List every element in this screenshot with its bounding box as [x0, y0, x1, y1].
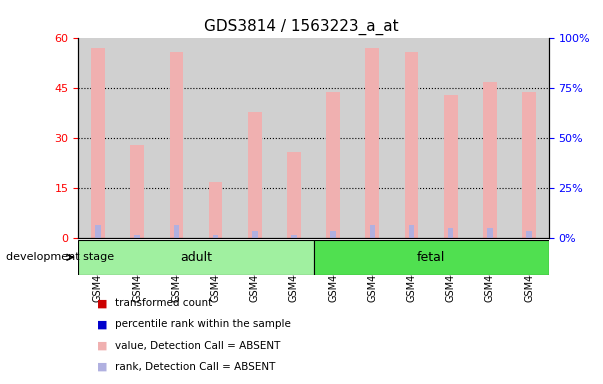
Bar: [157, 38, 196, 238]
Bar: [409, 225, 414, 238]
Bar: [331, 232, 335, 238]
Bar: [326, 92, 340, 238]
Bar: [292, 235, 296, 238]
Bar: [405, 52, 418, 238]
Text: development stage: development stage: [6, 252, 114, 262]
Bar: [527, 232, 531, 238]
Bar: [353, 38, 392, 238]
Text: ■: ■: [97, 362, 108, 372]
Bar: [135, 235, 139, 238]
Bar: [78, 38, 118, 238]
Bar: [134, 235, 140, 238]
Bar: [287, 152, 301, 238]
Bar: [174, 225, 179, 238]
Bar: [253, 232, 257, 238]
Bar: [213, 235, 218, 238]
Bar: [444, 95, 458, 238]
Text: adult: adult: [180, 251, 212, 264]
Text: transformed count: transformed count: [115, 298, 212, 308]
Bar: [510, 38, 549, 238]
Bar: [169, 52, 183, 238]
Bar: [209, 182, 223, 238]
Bar: [365, 48, 379, 238]
Bar: [444, 95, 458, 238]
Bar: [449, 228, 453, 238]
Bar: [448, 228, 453, 238]
Text: ■: ■: [97, 341, 108, 351]
Bar: [118, 38, 157, 238]
Bar: [370, 225, 374, 238]
Text: GDS3814 / 1563223_a_at: GDS3814 / 1563223_a_at: [204, 19, 399, 35]
FancyBboxPatch shape: [314, 240, 549, 275]
Bar: [487, 228, 493, 238]
Bar: [488, 228, 492, 238]
Text: value, Detection Call = ABSENT: value, Detection Call = ABSENT: [115, 341, 280, 351]
FancyBboxPatch shape: [78, 240, 314, 275]
Bar: [409, 225, 414, 238]
Bar: [526, 232, 532, 238]
Bar: [287, 152, 301, 238]
Bar: [483, 82, 497, 238]
Text: rank, Detection Call = ABSENT: rank, Detection Call = ABSENT: [115, 362, 275, 372]
Bar: [96, 225, 100, 238]
Bar: [130, 145, 144, 238]
Bar: [483, 82, 497, 238]
Text: percentile rank within the sample: percentile rank within the sample: [115, 319, 291, 329]
Bar: [330, 232, 336, 238]
Bar: [213, 235, 218, 238]
Text: ■: ■: [97, 319, 108, 329]
Bar: [248, 112, 262, 238]
Bar: [470, 38, 510, 238]
Bar: [522, 92, 536, 238]
Bar: [314, 38, 353, 238]
Bar: [370, 225, 375, 238]
Bar: [405, 52, 418, 238]
Bar: [174, 225, 178, 238]
Bar: [130, 145, 144, 238]
Bar: [95, 225, 101, 238]
Bar: [326, 92, 340, 238]
Bar: [291, 235, 297, 238]
Text: ■: ■: [97, 298, 108, 308]
Bar: [196, 38, 235, 238]
Bar: [365, 48, 379, 238]
Bar: [235, 38, 274, 238]
Bar: [91, 48, 105, 238]
Bar: [209, 182, 223, 238]
Bar: [248, 112, 262, 238]
Bar: [274, 38, 314, 238]
Bar: [252, 232, 257, 238]
Bar: [169, 52, 183, 238]
Bar: [392, 38, 431, 238]
Bar: [431, 38, 470, 238]
Text: fetal: fetal: [417, 251, 446, 264]
Bar: [91, 48, 105, 238]
Bar: [522, 92, 536, 238]
